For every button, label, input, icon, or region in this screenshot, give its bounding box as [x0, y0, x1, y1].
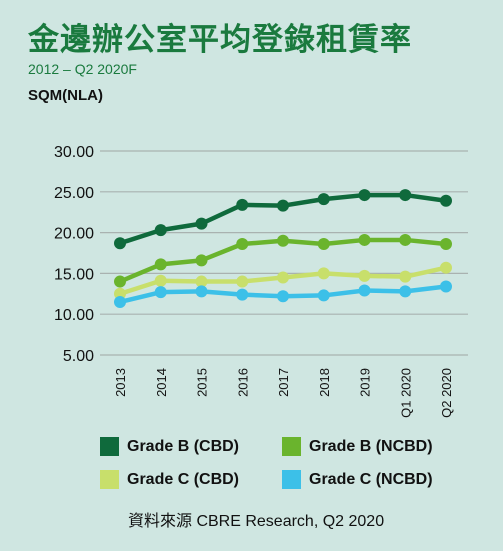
y-tick-label: 15.00: [54, 266, 94, 283]
legend-item-grade-b-cbd: Grade B (CBD): [100, 437, 282, 456]
data-point: [358, 189, 371, 202]
x-tick-label: 2016: [235, 368, 250, 397]
x-tick-label: 2014: [154, 368, 169, 397]
data-point: [154, 274, 167, 287]
chart-subtitle: 2012 – Q2 2020F: [28, 61, 137, 77]
y-tick-label: 25.00: [54, 185, 94, 202]
data-point: [236, 275, 249, 288]
data-point: [277, 234, 289, 247]
y-tick-label: 10.00: [54, 307, 94, 324]
data-point: [358, 269, 371, 282]
legend-swatch: [100, 470, 119, 489]
legend-label: Grade C (CBD): [127, 470, 240, 488]
data-point: [440, 194, 452, 207]
data-point: [440, 280, 452, 293]
data-point: [195, 285, 208, 298]
legend-swatch: [282, 470, 301, 489]
data-point: [154, 286, 167, 299]
legend-label: Grade B (NCBD): [309, 437, 433, 455]
x-tick-label: Q2 2020: [439, 368, 454, 418]
x-tick-label: Q1 2020: [398, 368, 413, 418]
data-point: [236, 238, 249, 251]
legend-item-grade-c-cbd: Grade C (CBD): [100, 470, 282, 489]
y-tick-label: 20.00: [54, 226, 94, 243]
x-tick-label: 2017: [276, 368, 291, 397]
data-point: [114, 275, 126, 288]
data-point: [440, 261, 452, 274]
legend-swatch: [282, 437, 301, 456]
data-point: [317, 289, 330, 302]
data-point: [399, 189, 412, 202]
legend-swatch: [100, 437, 119, 456]
data-point: [154, 224, 167, 237]
line-chart: 5.00 10.00 15.00 20.00 25.00 30.00 2013 2014 201…: [54, 144, 468, 418]
chart-legend: Grade B (CBD) Grade B (NCBD) Grade C (CB…: [100, 437, 470, 489]
data-point: [277, 199, 289, 212]
data-point: [440, 238, 452, 251]
x-tick-label: 2019: [358, 368, 373, 397]
data-point: [195, 254, 208, 267]
data-point: [195, 275, 208, 288]
data-point: [399, 285, 412, 298]
legend-label: Grade B (CBD): [127, 437, 240, 455]
legend-item-grade-c-ncbd: Grade C (NCBD): [282, 470, 470, 489]
x-tick-label: 2013: [113, 368, 128, 397]
legend-label: Grade C (NCBD): [309, 470, 433, 488]
data-point: [399, 270, 412, 283]
y-tick-label: 5.00: [63, 348, 94, 365]
data-point: [358, 284, 371, 297]
data-point: [317, 193, 330, 206]
data-point: [114, 237, 126, 250]
x-tick-label: 2018: [317, 368, 332, 397]
chart-title: 金邊辦公室平均登錄租賃率: [28, 22, 412, 58]
data-point: [236, 198, 249, 211]
x-tick-label: 2015: [195, 368, 210, 397]
data-point: [277, 271, 289, 284]
data-point: [114, 295, 126, 308]
y-tick-label: 30.00: [54, 144, 94, 161]
source-note: 資料來源 CBRE Research, Q2 2020: [128, 513, 385, 530]
data-point: [399, 233, 412, 246]
y-axis-unit-label: SQM(NLA): [28, 87, 103, 104]
data-point: [154, 258, 167, 271]
data-point: [317, 267, 330, 280]
data-point: [317, 238, 330, 251]
data-point: [277, 290, 289, 303]
data-point: [195, 217, 208, 230]
data-point: [358, 233, 371, 246]
legend-item-grade-b-ncbd: Grade B (NCBD): [282, 437, 470, 456]
data-point: [236, 288, 249, 301]
